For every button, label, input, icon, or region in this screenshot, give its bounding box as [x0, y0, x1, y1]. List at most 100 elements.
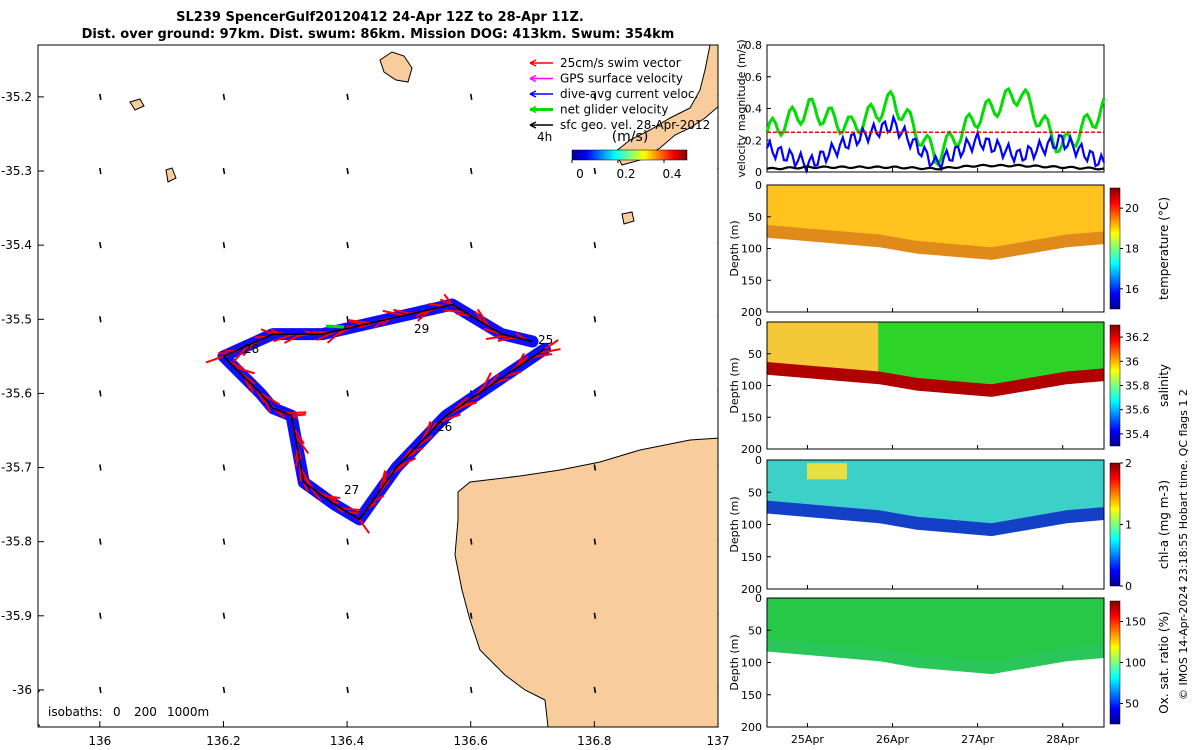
swim-vector	[233, 365, 255, 375]
swim-vector	[291, 413, 306, 417]
colorbar-tick-label: 0.4	[662, 167, 681, 181]
panel-colorbar-tick-label: 1	[1125, 519, 1132, 532]
geo-velocity-arrow	[222, 93, 226, 101]
colorbar-tick-label: 0	[576, 167, 584, 181]
geo-velocity-arrow	[346, 686, 349, 694]
depth-y-tick-label: 100	[741, 519, 762, 532]
swim-vector	[358, 518, 370, 534]
geo-velocity-arrow	[99, 686, 102, 694]
swim-vector	[443, 293, 453, 306]
geo-velocity-arrow	[593, 686, 597, 694]
depth-y-tick-label: 100	[741, 657, 762, 670]
geo-velocity-arrow	[222, 686, 226, 694]
lat-tick-label: -35.5	[1, 312, 32, 326]
geo-velocity-arrow	[469, 167, 473, 175]
panel-colorbar-tick-label: 20	[1125, 202, 1139, 215]
profile-lower-band	[767, 225, 1104, 260]
geo-velocity-arrow	[99, 612, 102, 619]
profile-lower-band	[767, 362, 1104, 397]
geo-velocity-arrow	[469, 612, 473, 619]
swim-vector	[485, 373, 500, 389]
swim-vector	[503, 370, 522, 378]
lon-tick-label: 136	[88, 734, 111, 748]
swim-vector	[428, 303, 446, 308]
geo-velocity-arrow	[469, 464, 473, 471]
island-small-2	[165, 167, 177, 183]
swim-vector	[315, 490, 337, 502]
geo-velocity-arrow	[469, 93, 473, 101]
swim-vector	[373, 319, 385, 329]
geo-velocity-arrow	[222, 167, 226, 175]
profile-lower-band	[767, 638, 1104, 675]
island-small-3	[621, 211, 635, 225]
depth-ylabel: Depth (m)	[728, 496, 741, 552]
panel-colorbar-tick-label: 50	[1125, 698, 1139, 711]
swim-vector	[544, 339, 559, 350]
green-arrow-icon-head	[529, 105, 537, 114]
geo-velocity-arrow	[99, 93, 102, 101]
lon-tick-label: 137	[707, 734, 730, 748]
credit-text: © IMOS 14-Apr-2024 23:18:55 Hobart time.…	[1177, 389, 1190, 700]
depth-ylabel: Depth (m)	[728, 634, 741, 690]
depth-y-tick-label: 200	[741, 721, 762, 734]
depth-y-tick-label: 50	[748, 211, 762, 224]
panel-colorbar-tick-label: 35.4	[1125, 428, 1150, 441]
red-arrow-icon-head	[529, 59, 537, 67]
panel-3: 0 50 100 150 200 Depth (m) 0 1 2 chl-a (mg m-3)	[728, 454, 1171, 596]
depth-y-tick-label: 50	[748, 348, 762, 361]
geo-velocity-arrow	[593, 612, 597, 619]
swim-vector	[382, 309, 405, 317]
panel-colorbar	[1109, 600, 1121, 725]
swim-vector	[371, 494, 385, 504]
geo-velocity-arrow	[222, 612, 226, 619]
geo-velocity-arrow	[469, 242, 473, 249]
magenta-arrow-icon-head	[529, 74, 537, 83]
swim-vector	[205, 355, 224, 364]
day-label-25: 25	[538, 333, 553, 347]
panel-colorbar-tick-label: 36.2	[1125, 331, 1150, 344]
depth-y-tick-label: 150	[741, 274, 762, 287]
time-x-tick-label: 25Apr	[791, 733, 825, 746]
panel-colorbar-label: chl-a (mg m-3)	[1157, 480, 1171, 569]
time-x-tick-label: 28Apr	[1046, 733, 1080, 746]
geo-velocity-arrow	[99, 316, 102, 323]
depth-ylabel: Depth (m)	[728, 357, 741, 413]
map-frame	[37, 44, 719, 728]
panel-colorbar	[1109, 324, 1121, 447]
swim-vector	[340, 507, 361, 512]
panel-colorbar-tick-label: 35.8	[1125, 380, 1150, 393]
depth-y-tick-label: 150	[741, 551, 762, 564]
panel-colorbar-tick-label: 35.6	[1125, 404, 1150, 417]
swim-vector	[263, 398, 271, 413]
velocity-y-tick-label: 0.6	[745, 71, 763, 84]
isobath-level-0: 0	[113, 705, 121, 719]
swim-vector	[293, 428, 305, 445]
swim-vector	[285, 411, 307, 415]
velocity-y-tick-label: 0.2	[745, 134, 763, 147]
swim-vector	[420, 422, 433, 443]
map-content	[38, 45, 718, 727]
swim-vector	[300, 468, 313, 489]
island-small-1	[129, 98, 145, 111]
swim-vector	[228, 360, 244, 369]
depth-ylabel: Depth (m)	[728, 220, 741, 276]
swim-vector	[232, 344, 249, 363]
geo-arrows	[99, 93, 718, 694]
panel-colorbar	[1109, 187, 1121, 310]
depth-y-tick-label: 100	[741, 243, 762, 256]
map-colorbar-label: (m/s)	[612, 129, 649, 145]
geo-velocity-arrow	[593, 316, 597, 323]
panel-colorbar-label: salinity	[1157, 364, 1171, 407]
geo-velocity-arrow	[222, 316, 226, 323]
swim-vector	[538, 348, 561, 354]
swim-vector	[480, 372, 492, 393]
swim-vector	[383, 471, 388, 485]
geo-velocity-arrow	[469, 686, 473, 694]
depth-y-tick-label: 150	[741, 411, 762, 424]
glider-track	[205, 293, 561, 534]
depth-y-tick-label: 0	[755, 316, 762, 329]
swim-vector	[348, 319, 371, 325]
depth-y-tick-label: 0	[755, 179, 762, 192]
geo-velocity-arrow	[99, 390, 102, 397]
geo-velocity-arrow	[346, 538, 349, 545]
